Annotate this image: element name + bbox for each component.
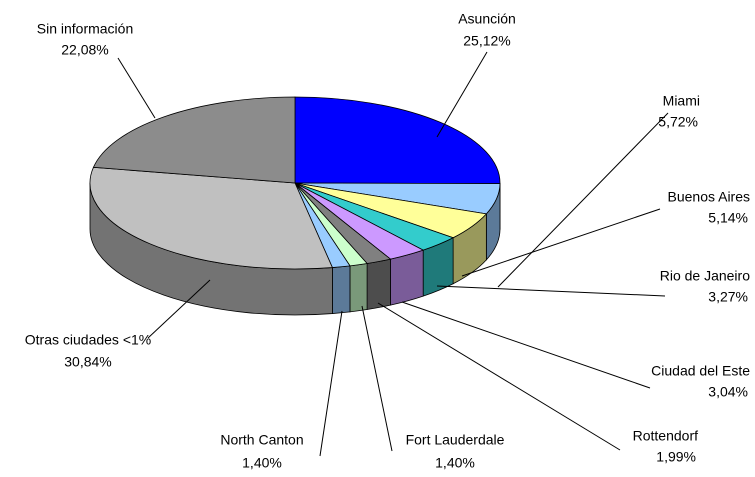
leader-line (377, 302, 621, 451)
slice-label: North Canton (220, 432, 303, 448)
slice-value-label: 25,12% (463, 33, 510, 49)
slice-label: Ciudad del Este (651, 363, 750, 379)
leader-line (319, 310, 343, 457)
slice-value-label: 1,40% (435, 455, 475, 471)
slice-value-label: 3,04% (708, 384, 748, 400)
slice-value-label: 1,40% (242, 455, 282, 471)
slice-value-label: 22,08% (61, 42, 108, 58)
leader-line (461, 208, 661, 277)
slice-label: Sin información (37, 21, 134, 37)
leader-line (436, 51, 488, 138)
pie-slice-side (332, 265, 351, 314)
slice-value-label: 3,27% (708, 289, 748, 305)
slice-label: Asunción (458, 11, 516, 27)
slice-label: Fort Lauderdale (406, 432, 505, 448)
leader-line (117, 57, 156, 119)
pie-slice (89, 166, 333, 270)
pie-slice-side (349, 263, 368, 313)
pie-slice (294, 96, 501, 185)
pie-slice-side (366, 258, 391, 310)
leader-line (147, 279, 211, 339)
leader-line (497, 112, 669, 288)
slice-label: Rio de Janeiro (660, 268, 750, 284)
slice-label: Rottendorf (633, 428, 698, 444)
slice-value-label: 5,72% (658, 114, 698, 130)
leader-line (436, 285, 666, 297)
leader-line (401, 301, 651, 389)
slice-value-label: 5,14% (708, 210, 748, 226)
slice-label: Otras ciudades <1% (25, 332, 151, 348)
slice-value-label: 1,99% (656, 449, 696, 465)
slice-label: Miami (663, 93, 700, 109)
pie-slice (92, 96, 296, 184)
slice-label: Buenos Aires (668, 189, 751, 205)
leader-line (361, 305, 393, 452)
slice-value-label: 30,84% (64, 354, 111, 370)
